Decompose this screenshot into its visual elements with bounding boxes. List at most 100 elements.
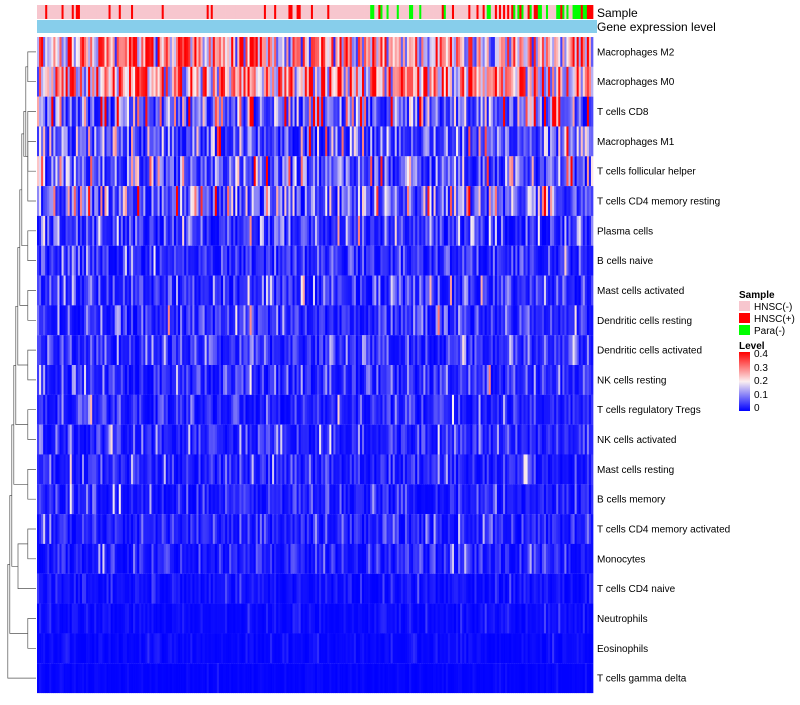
heatmap-cell [59, 394, 62, 425]
sample-annotation-cell [482, 5, 486, 19]
heatmap-cell [560, 394, 563, 425]
heatmap-cell [353, 514, 357, 545]
heatmap-cell [376, 186, 379, 217]
heatmap-cell [462, 66, 465, 97]
heatmap-cell [531, 365, 535, 395]
sample-annotation-cell [419, 5, 422, 19]
heatmap-cell [445, 335, 449, 366]
heatmap-cell [470, 424, 473, 455]
heatmap-cell [310, 484, 314, 515]
heatmap-cell [466, 66, 469, 97]
heatmap-cell [443, 215, 447, 246]
sample-annotation-cell [249, 5, 252, 19]
heatmap-cell [165, 215, 169, 246]
heatmap-cell [474, 37, 477, 67]
heatmap-cell [443, 394, 447, 425]
heatmap-cell [270, 275, 273, 306]
heatmap-cell [472, 96, 475, 127]
heatmap-cell [69, 245, 73, 276]
heatmap-cell [118, 186, 122, 217]
sample-annotation-cell [243, 5, 246, 19]
heatmap-cell [286, 424, 289, 455]
sample-annotation-cell [431, 5, 434, 19]
heatmap-cell [235, 514, 238, 545]
heatmap-cell [55, 186, 58, 217]
heatmap-cell [198, 514, 201, 545]
heatmap-cell [409, 365, 412, 395]
heatmap-cell [445, 186, 449, 217]
heatmap-cell [429, 245, 432, 276]
heatmap-cell [106, 215, 109, 246]
heatmap-cell [196, 394, 199, 425]
heatmap-cell [537, 365, 541, 395]
heatmap-cell [267, 156, 271, 187]
heatmap-cell [184, 365, 187, 395]
heatmap-cell [392, 394, 396, 425]
heatmap-cell [570, 365, 573, 395]
heatmap-cell [147, 543, 150, 574]
heatmap-cell [71, 514, 75, 545]
heatmap-cell [329, 335, 332, 366]
heatmap-cell [456, 126, 459, 157]
heatmap-cell [537, 484, 541, 515]
heatmap-cell [257, 514, 261, 545]
heatmap-cell [317, 37, 320, 67]
heatmap-cell [92, 424, 95, 455]
heatmap-cell [323, 96, 326, 127]
heatmap-cell [200, 365, 203, 395]
heatmap-cell [527, 186, 530, 217]
heatmap-cell [84, 335, 87, 366]
heatmap-cell [515, 365, 518, 395]
heatmap-cell [214, 305, 218, 336]
heatmap-cell [165, 335, 169, 366]
heatmap-cell [456, 454, 459, 485]
heatmap-cell [574, 126, 577, 157]
heatmap-cell [327, 215, 330, 246]
heatmap-cell [247, 305, 250, 336]
heatmap-cell [478, 37, 481, 67]
heatmap-cell [564, 275, 567, 306]
heatmap-cell [325, 335, 328, 366]
heatmap-cell [329, 96, 332, 127]
heatmap-cell [370, 96, 373, 127]
heatmap-cell [65, 365, 69, 395]
heatmap-cell [282, 514, 285, 545]
heatmap-cell [75, 37, 79, 67]
heatmap-cell [206, 126, 210, 157]
heatmap-cell [286, 484, 289, 515]
heatmap-cell [79, 454, 83, 485]
heatmap-cell [435, 66, 438, 97]
heatmap-cell [572, 424, 575, 455]
heatmap-cell [122, 66, 126, 97]
heatmap-cell [310, 37, 314, 67]
heatmap-cell [135, 186, 138, 217]
heatmap-cell [71, 126, 75, 157]
heatmap-cell [41, 305, 44, 336]
heatmap-cell [106, 335, 109, 366]
heatmap-cell [359, 275, 363, 306]
heatmap-cell [484, 365, 488, 395]
heatmap-cell [486, 484, 490, 515]
heatmap-cell [282, 454, 285, 485]
heatmap-cell [492, 245, 496, 276]
heatmap-cell [376, 394, 379, 425]
heatmap-cell [41, 514, 44, 545]
heatmap-cell [276, 335, 279, 366]
heatmap-cell [282, 156, 285, 187]
heatmap-cell [439, 454, 443, 485]
heatmap-cell [382, 37, 385, 67]
heatmap-cell [421, 215, 424, 246]
heatmap-cell [126, 365, 130, 395]
heatmap-cell [225, 305, 228, 336]
heatmap-cell [533, 335, 537, 366]
heatmap-cell [451, 66, 455, 97]
heatmap-cell [398, 424, 402, 455]
heatmap-cell [306, 275, 310, 306]
heatmap-cell [400, 484, 404, 515]
heatmap-cell [513, 454, 516, 485]
heatmap-cell [79, 156, 83, 187]
heatmap-cell [200, 96, 203, 127]
heatmap-cell [511, 37, 514, 67]
heatmap-cell [476, 215, 479, 246]
heatmap-cell [263, 484, 267, 515]
